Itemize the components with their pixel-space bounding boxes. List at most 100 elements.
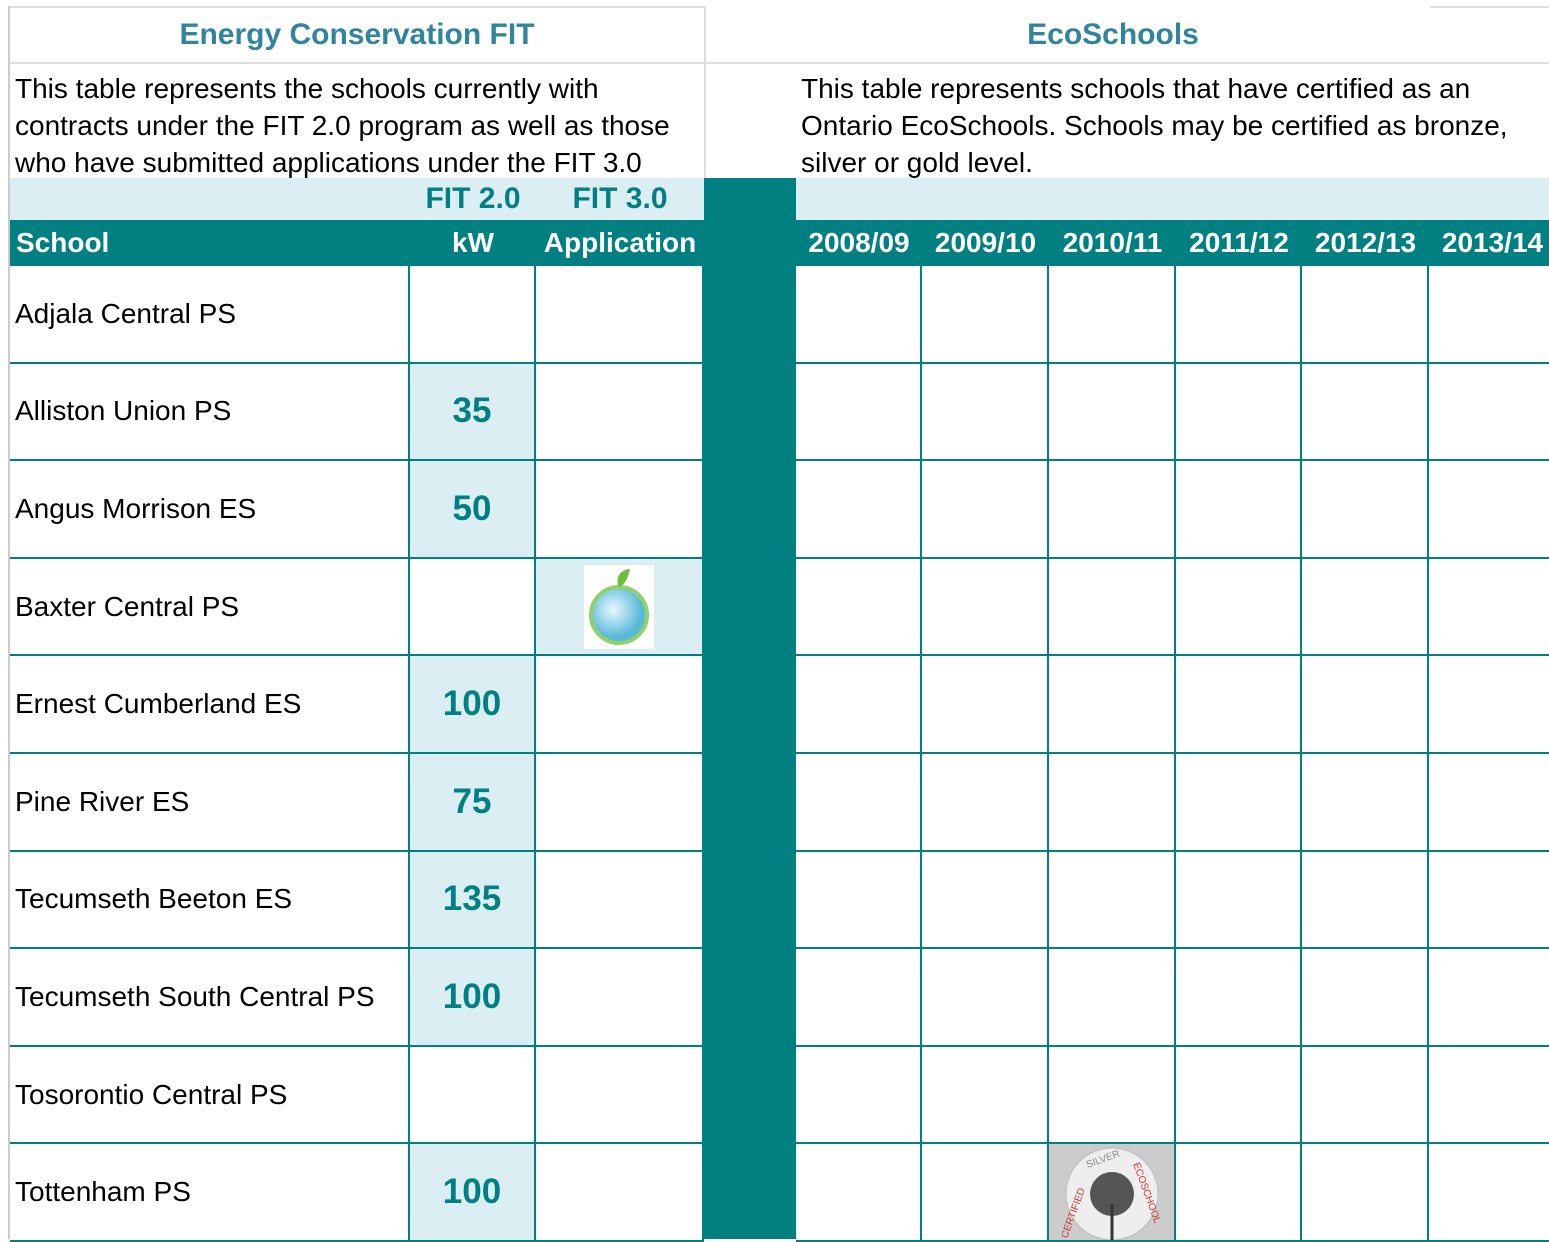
year-header: 2011/12	[1176, 220, 1302, 266]
eco-cell	[1429, 656, 1549, 754]
kw-cell: 50	[410, 461, 536, 559]
eco-cell	[1049, 851, 1176, 950]
eco-cell	[1176, 1046, 1302, 1145]
kw-cell	[410, 1046, 536, 1145]
eco-cell	[922, 851, 1049, 950]
eco-cell	[1049, 754, 1176, 852]
year-header: 2013/14	[1429, 220, 1549, 266]
eco-cell	[1429, 949, 1549, 1047]
school-cell: Baxter Central PS	[10, 558, 410, 657]
eco-cell	[1302, 656, 1429, 754]
school-cell: Angus Morrison ES	[10, 461, 410, 559]
eco-cell	[1049, 1046, 1176, 1145]
application-cell	[536, 1046, 704, 1145]
eco-cell	[1176, 558, 1302, 657]
eco-cell	[1049, 558, 1176, 657]
eco-cell	[1302, 1046, 1429, 1145]
eco-cell	[796, 656, 922, 754]
eco-cell	[1176, 851, 1302, 950]
eco-cell	[1176, 363, 1302, 462]
application-cell	[536, 266, 704, 364]
right-title: EcoSchools	[1027, 18, 1199, 51]
eco-cell: CERTIFIED SILVER ECOSCHOOL	[1049, 1144, 1176, 1242]
eco-cell	[922, 949, 1049, 1047]
eco-cell	[922, 558, 1049, 657]
eco-cell	[1176, 461, 1302, 559]
eco-cell	[1429, 558, 1549, 657]
eco-cell	[922, 754, 1049, 852]
header-cell: School	[10, 220, 410, 266]
school-cell: Tecumseth Beeton ES	[10, 851, 410, 950]
right-description: This table represents schools that have …	[801, 73, 1508, 178]
eco-cell	[1049, 656, 1176, 754]
kw-cell: 75	[410, 754, 536, 852]
kw-cell: 135	[410, 851, 536, 950]
left-title: Energy Conservation FIT	[179, 18, 535, 51]
top-border	[10, 6, 704, 8]
year-header: 2008/09	[796, 220, 922, 266]
gap	[704, 178, 796, 1239]
eco-cell	[1302, 949, 1429, 1047]
school-cell: Alliston Union PS	[10, 363, 410, 462]
eco-cell	[1429, 461, 1549, 559]
year-header: 2010/11	[1049, 220, 1176, 266]
kw-cell: 100	[410, 949, 536, 1047]
school-cell: Tottenham PS	[10, 1144, 410, 1242]
school-cell: Tosorontio Central PS	[10, 1046, 410, 1145]
application-cell	[536, 363, 704, 462]
kw-cell: 100	[410, 1144, 536, 1242]
kw-cell: 35	[410, 363, 536, 462]
school-cell: Ernest Cumberland ES	[10, 656, 410, 754]
eco-cell	[922, 1046, 1049, 1145]
eco-cell	[1049, 461, 1176, 559]
application-cell	[536, 851, 704, 950]
application-cell	[536, 1144, 704, 1242]
eco-cell	[796, 949, 922, 1047]
eco-cell	[1302, 363, 1429, 462]
divider	[704, 6, 706, 178]
application-icon	[584, 564, 654, 649]
title-border	[10, 62, 1549, 64]
group-header: FIT 2.0	[410, 178, 536, 220]
eco-cell	[1176, 1144, 1302, 1242]
eco-cell	[1302, 1144, 1429, 1242]
year-header: 2009/10	[922, 220, 1049, 266]
eco-cell	[922, 656, 1049, 754]
school-cell: Pine River ES	[10, 754, 410, 852]
application-cell	[536, 656, 704, 754]
eco-cell	[1176, 266, 1302, 364]
eco-cell	[796, 851, 922, 950]
eco-cell	[1302, 266, 1429, 364]
eco-cell	[922, 363, 1049, 462]
eco-cell	[1049, 363, 1176, 462]
eco-cell	[1049, 266, 1176, 364]
eco-cell	[796, 1144, 922, 1242]
kw-cell	[410, 558, 536, 657]
application-cell	[536, 754, 704, 852]
eco-cell	[796, 363, 922, 462]
school-cell: Tecumseth South Central PS	[10, 949, 410, 1047]
eco-cell	[1302, 558, 1429, 657]
header-cell: kW	[410, 220, 536, 266]
eco-cell	[796, 558, 922, 657]
group-header: FIT 3.0	[536, 178, 704, 220]
eco-cell	[1176, 754, 1302, 852]
eco-cell	[796, 461, 922, 559]
eco-cell	[922, 266, 1049, 364]
eco-cell	[1429, 851, 1549, 950]
eco-cell	[1302, 851, 1429, 950]
eco-cell	[1302, 461, 1429, 559]
kw-cell: 100	[410, 656, 536, 754]
eco-cell	[1049, 949, 1176, 1047]
eco-cell	[1429, 1046, 1549, 1145]
year-header: 2012/13	[1302, 220, 1429, 266]
eco-cell	[1176, 949, 1302, 1047]
header-cell: Application	[536, 220, 704, 266]
left-description: This table represents the schools curren…	[15, 73, 670, 178]
eco-cell	[922, 461, 1049, 559]
school-cell: Adjala Central PS	[10, 266, 410, 364]
eco-cell	[1176, 656, 1302, 754]
application-cell	[536, 558, 704, 657]
